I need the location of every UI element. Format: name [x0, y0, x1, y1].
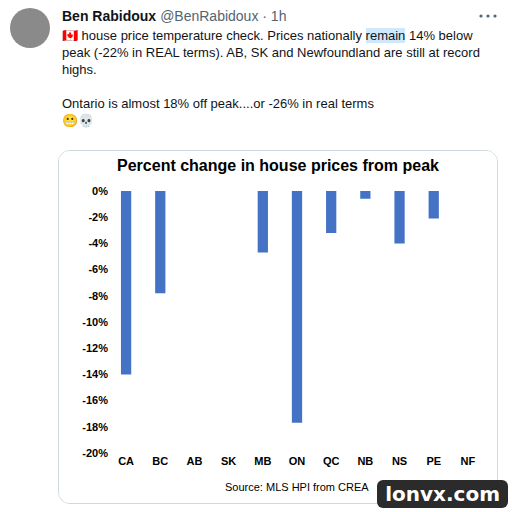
svg-text:-12%: -12% [82, 342, 108, 354]
svg-text:NB: NB [357, 455, 373, 467]
svg-text:-8%: -8% [88, 290, 108, 302]
svg-text:BC: BC [152, 455, 168, 467]
svg-text:CA: CA [118, 455, 134, 467]
svg-text:-18%: -18% [82, 421, 108, 433]
svg-text:-20%: -20% [82, 447, 108, 459]
svg-text:NS: NS [392, 455, 407, 467]
svg-text:0%: 0% [92, 185, 108, 197]
svg-text:NF: NF [461, 455, 476, 467]
svg-text:-14%: -14% [82, 368, 108, 380]
svg-text:-10%: -10% [82, 316, 108, 328]
html-text:lonvx.com: lonvx.com [385, 482, 500, 506]
svg-text:PE: PE [426, 455, 441, 467]
svg-text:-16%: -16% [82, 394, 108, 406]
svg-text:-2%: -2% [88, 211, 108, 223]
svg-text:QC: QC [323, 455, 340, 467]
svg-text:Source: MLS HPI from CREA: Source: MLS HPI from CREA [225, 481, 369, 493]
svg-text:AB: AB [187, 455, 203, 467]
svg-text:Percent change in house prices: Percent change in house prices from peak [117, 157, 439, 174]
svg-text:MB: MB [254, 455, 271, 467]
html-text:Ben Rabidoux @BenRabidoux · 1h: Ben Rabidoux @BenRabidoux · 1h [62, 8, 287, 24]
html-text:Ontario is almost 18% off peak: Ontario is almost 18% off peak....or -26… [62, 96, 374, 111]
svg-text:-4%: -4% [88, 237, 108, 249]
svg-text:ON: ON [289, 455, 306, 467]
svg-text:SK: SK [221, 455, 236, 467]
html-text:🇨🇦 house price temperature che: 🇨🇦 house price temperature check. Prices… [62, 28, 480, 77]
svg-text:-6%: -6% [88, 263, 108, 275]
